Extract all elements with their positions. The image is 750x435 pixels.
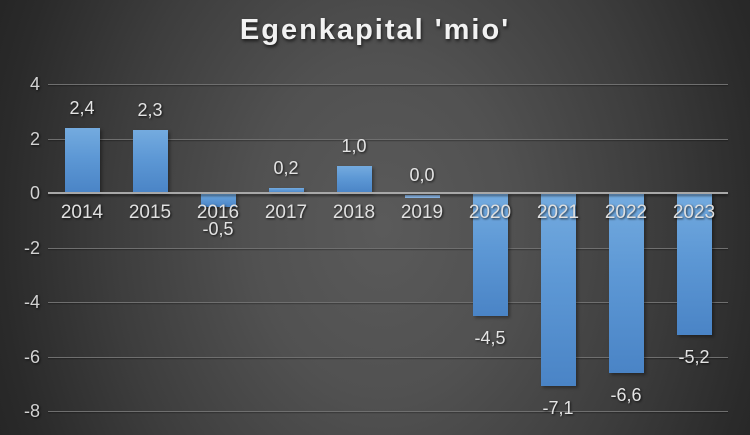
bar-2023 <box>676 193 712 335</box>
y-axis-tick-label: 2 <box>29 128 40 149</box>
bar-2020 <box>472 193 508 316</box>
bar-value-label: -0,5 <box>202 218 234 239</box>
bar-value-label: 1,0 <box>341 135 367 156</box>
y-axis-tick-label: -6 <box>23 346 40 367</box>
bar-2017 <box>268 187 304 193</box>
category-label-2016: 2016 <box>196 202 240 223</box>
bar-2022 <box>608 193 644 373</box>
bar-value-label: 2,3 <box>137 100 163 121</box>
category-label-2017: 2017 <box>264 202 308 223</box>
category-label-2015: 2015 <box>128 202 172 223</box>
gridline <box>48 411 728 412</box>
category-label-2021: 2021 <box>536 202 580 223</box>
bar-2014 <box>64 127 100 193</box>
y-axis-tick-label: 0 <box>29 183 40 203</box>
bar-2019 <box>404 195 440 198</box>
y-axis-tick-label: 4 <box>29 74 40 94</box>
gridline <box>48 138 728 140</box>
bar-value-label: 0,0 <box>409 165 435 185</box>
category-label-2018: 2018 <box>332 202 376 223</box>
bar-value-label: -5,2 <box>678 346 710 367</box>
y-axis-tick-label: -2 <box>23 237 40 258</box>
bar-value-label: -6,6 <box>610 384 642 405</box>
gridline <box>48 84 728 85</box>
category-label-2019: 2019 <box>400 202 444 223</box>
category-label-2020: 2020 <box>468 202 512 223</box>
chart-title: Egenkapital 'mio' <box>239 14 511 46</box>
bar-2016 <box>200 193 236 207</box>
bar-value-label: 0,2 <box>273 157 299 178</box>
gridline <box>48 356 728 358</box>
bar-2021 <box>540 193 576 387</box>
bar-value-label: -7,1 <box>542 398 574 419</box>
zero-axis-line <box>48 192 728 194</box>
category-label-2022: 2022 <box>604 202 648 223</box>
bar-2018 <box>336 165 372 193</box>
bar-value-label: -4,5 <box>474 327 506 348</box>
bar-value-label: 2,4 <box>69 97 95 118</box>
y-axis-tick-label: -8 <box>23 401 40 421</box>
y-axis-tick-label: -4 <box>23 292 40 312</box>
gridline <box>48 247 728 249</box>
category-label-2023: 2023 <box>672 202 716 223</box>
bar-2015 <box>132 130 168 193</box>
gridline <box>48 302 728 303</box>
category-label-2014: 2014 <box>60 202 104 223</box>
